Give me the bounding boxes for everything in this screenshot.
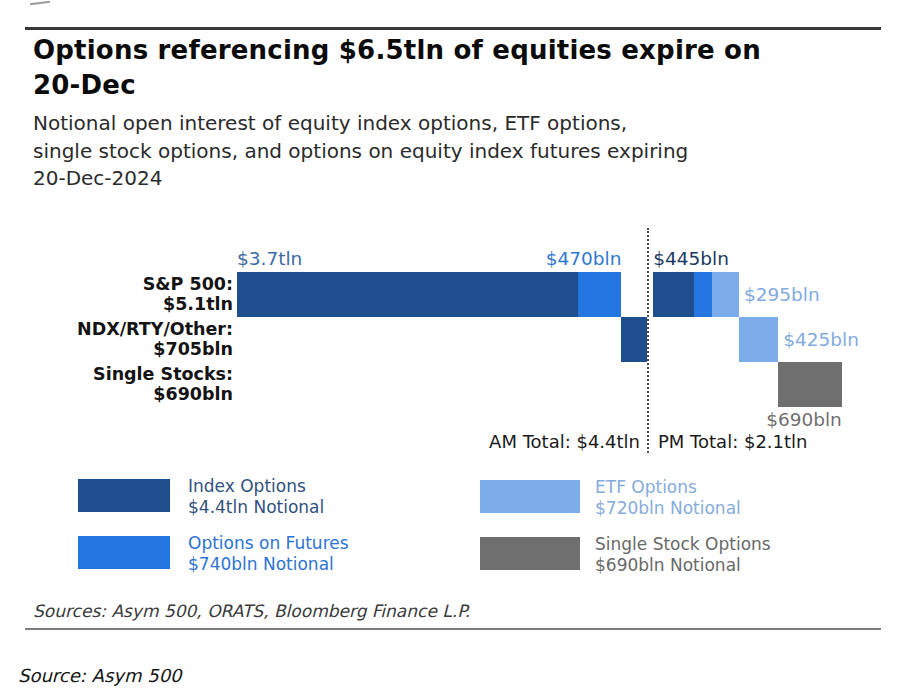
pm-total-label: PM Total: $2.1tln bbox=[658, 431, 807, 452]
chart-title-line1: Options referencing $6.5tln of equities … bbox=[33, 33, 893, 68]
legend-label-etf-options: ETF Options$720bln Notional bbox=[595, 477, 741, 518]
legend-label-index-options: Index Options$4.4tln Notional bbox=[188, 476, 324, 517]
am-total-label: AM Total: $4.4tln bbox=[440, 431, 640, 452]
bar-segment-index-options-am bbox=[237, 272, 578, 317]
chart-subtitle: Notional open interest of equity index o… bbox=[33, 110, 903, 193]
legend-label-single-stock-options: Single Stock Options$690bln Notional bbox=[595, 534, 771, 575]
legend-swatch-single-stock-options bbox=[480, 537, 580, 570]
category-label-s-p-500-: S&P 500:$5.1tln bbox=[0, 275, 233, 314]
bar-value-label--445bln: $445bln bbox=[653, 248, 729, 269]
crop-artifact-dash bbox=[30, 1, 50, 5]
legend-swatch-options-on-futures bbox=[78, 536, 170, 569]
bar-segment-options-on-futures-pm bbox=[694, 272, 712, 317]
top-rule bbox=[25, 27, 881, 30]
legend-series-amount: $740bln Notional bbox=[188, 554, 349, 575]
bar-segment-etf-options-pm bbox=[739, 317, 778, 362]
image-caption: Source: Asym 500 bbox=[18, 665, 518, 686]
legend-series-amount: $4.4tln Notional bbox=[188, 497, 324, 518]
legend-series-amount: $720bln Notional bbox=[595, 498, 741, 519]
legend-series-name: Single Stock Options bbox=[595, 534, 771, 555]
chart-subtitle-line-2: single stock options, and options on equ… bbox=[33, 138, 903, 166]
waterfall-bar-chart: $3.7tln $470bln $445bln $295bln $425bln $690b… bbox=[0, 0, 917, 699]
category-total: $5.1tln bbox=[0, 295, 233, 315]
bar-value-label--425bln: $425bln bbox=[783, 329, 859, 350]
bar-segment-index-options-am bbox=[621, 317, 647, 362]
category-label-ndx-rty-other-: NDX/RTY/Other:$705bln bbox=[0, 320, 233, 359]
chart-title: Options referencing $6.5tln of equities … bbox=[33, 33, 893, 103]
chart-title-line2: 20-Dec bbox=[33, 68, 893, 103]
chart-subtitle-line-3: 20-Dec-2024 bbox=[33, 165, 903, 193]
legend-series-name: Options on Futures bbox=[188, 533, 349, 554]
am-pm-divider-line bbox=[647, 228, 649, 453]
bar-value-label--3-7tln: $3.7tln bbox=[237, 248, 302, 269]
category-name: Single Stocks: bbox=[0, 365, 233, 385]
bar-value-label--690bln: $690bln bbox=[766, 409, 842, 430]
bottom-rule bbox=[25, 628, 881, 630]
bar-value-label--295bln: $295bln bbox=[744, 284, 820, 305]
legend-series-name: Index Options bbox=[188, 476, 324, 497]
bar-segment-etf-options-pm bbox=[712, 272, 739, 317]
bar-value-label--470bln: $470bln bbox=[546, 248, 622, 269]
chart-subtitle-line-1: Notional open interest of equity index o… bbox=[33, 110, 903, 138]
bar-segment-options-on-futures-am bbox=[578, 272, 621, 317]
category-name: NDX/RTY/Other: bbox=[0, 320, 233, 340]
legend-swatch-etf-options bbox=[480, 480, 580, 513]
sources-note: Sources: Asym 500, ORATS, Bloomberg Fina… bbox=[33, 601, 873, 621]
legend-series-amount: $690bln Notional bbox=[595, 555, 771, 576]
bar-segment-single-stock-options-pm bbox=[778, 362, 842, 407]
category-name: S&P 500: bbox=[0, 275, 233, 295]
legend-series-name: ETF Options bbox=[595, 477, 741, 498]
legend-swatch-index-options bbox=[78, 479, 170, 512]
category-total: $705bln bbox=[0, 340, 233, 360]
legend-label-options-on-futures: Options on Futures$740bln Notional bbox=[188, 533, 349, 574]
bar-segment-index-options-pm bbox=[653, 272, 694, 317]
chart-figure: Options referencing $6.5tln of equities … bbox=[0, 0, 917, 699]
category-total: $690bln bbox=[0, 385, 233, 405]
category-label-single-stocks-: Single Stocks:$690bln bbox=[0, 365, 233, 404]
